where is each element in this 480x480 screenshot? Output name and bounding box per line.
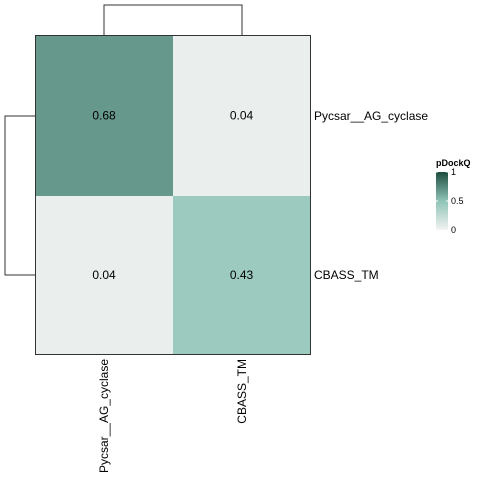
color-legend: pDockQ 0 0.5 1 — [436, 158, 471, 235]
cell-value-label-r1-c0: 0.04 — [92, 268, 116, 282]
cell-value-label-r0-c0: 0.68 — [92, 109, 116, 123]
row-label-pycsar: Pycsar__AG_cyclase — [314, 109, 428, 123]
heatmap-cells — [35, 35, 310, 354]
heatmap-cell-r1-c0 — [35, 196, 173, 354]
legend-tick-label-1: 0.5 — [451, 196, 464, 206]
legend-tick-label-2: 1 — [451, 167, 456, 177]
column-label-pycsar: Pycsar__AG_cyclase — [97, 359, 111, 473]
cell-value-label-r0-c1: 0.04 — [230, 109, 254, 123]
column-dendrogram — [103, 4, 243, 35]
cell-value-label-r1-c1: 0.43 — [230, 268, 254, 282]
legend-tick-label-0: 0 — [451, 225, 456, 235]
row-dendrogram — [4, 115, 35, 276]
legend-colorbar — [436, 172, 448, 230]
heatmap-cell-r1-c1 — [173, 196, 310, 354]
legend-title: pDockQ — [436, 158, 471, 168]
row-label-cbass: CBASS_TM — [314, 268, 379, 282]
column-label-cbass: CBASS_TM — [235, 359, 249, 424]
heatmap-cell-r0-c1 — [173, 35, 310, 196]
heatmap-cell-r0-c0 — [35, 35, 173, 196]
heatmap-border — [35, 35, 311, 355]
